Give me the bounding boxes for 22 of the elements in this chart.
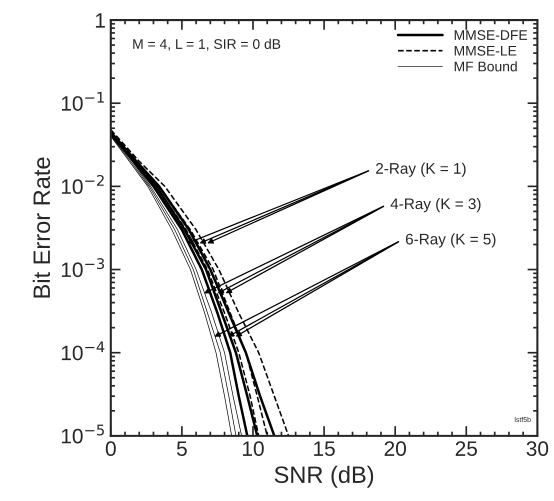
legend-label: MMSE-DFE <box>454 30 528 40</box>
y-tick-label: 10$^{−3}$ <box>62 258 104 278</box>
y-axis-title: Bit Error Rate <box>32 157 50 298</box>
legend-label: MMSE-LE <box>454 46 516 56</box>
y-tick-label: 10$^{−4}$ <box>62 342 104 360</box>
x-tick-label: 30 <box>526 441 548 456</box>
x-tick-label: 0 <box>106 441 116 456</box>
annotation: 2-Ray (K = 1) <box>376 162 466 177</box>
x-tick-label: 15 <box>314 441 335 456</box>
y-tick-label: 10$^{−5}$ <box>62 424 104 444</box>
x-tick-label: 20 <box>384 441 406 456</box>
legend-label: MF Bound <box>454 61 517 72</box>
y-tick-label: 10$^{−2}$ <box>62 174 104 194</box>
x-tick-label: 25 <box>456 441 477 456</box>
annotation: 6-Ray (K = 5) <box>406 233 496 248</box>
x-tick-label: 5 <box>176 441 187 456</box>
y-tick-label: 1 <box>96 13 105 28</box>
y-tick-label: 10$^{−1}$ <box>62 92 104 111</box>
annotation: M = 4, L = 1, SIR = 0 dB <box>133 38 280 51</box>
x-tick-label: 10 <box>242 441 264 456</box>
x-axis-title: SNR (dB) <box>274 466 374 488</box>
annotation: 4-Ray (K = 3) <box>390 198 481 212</box>
